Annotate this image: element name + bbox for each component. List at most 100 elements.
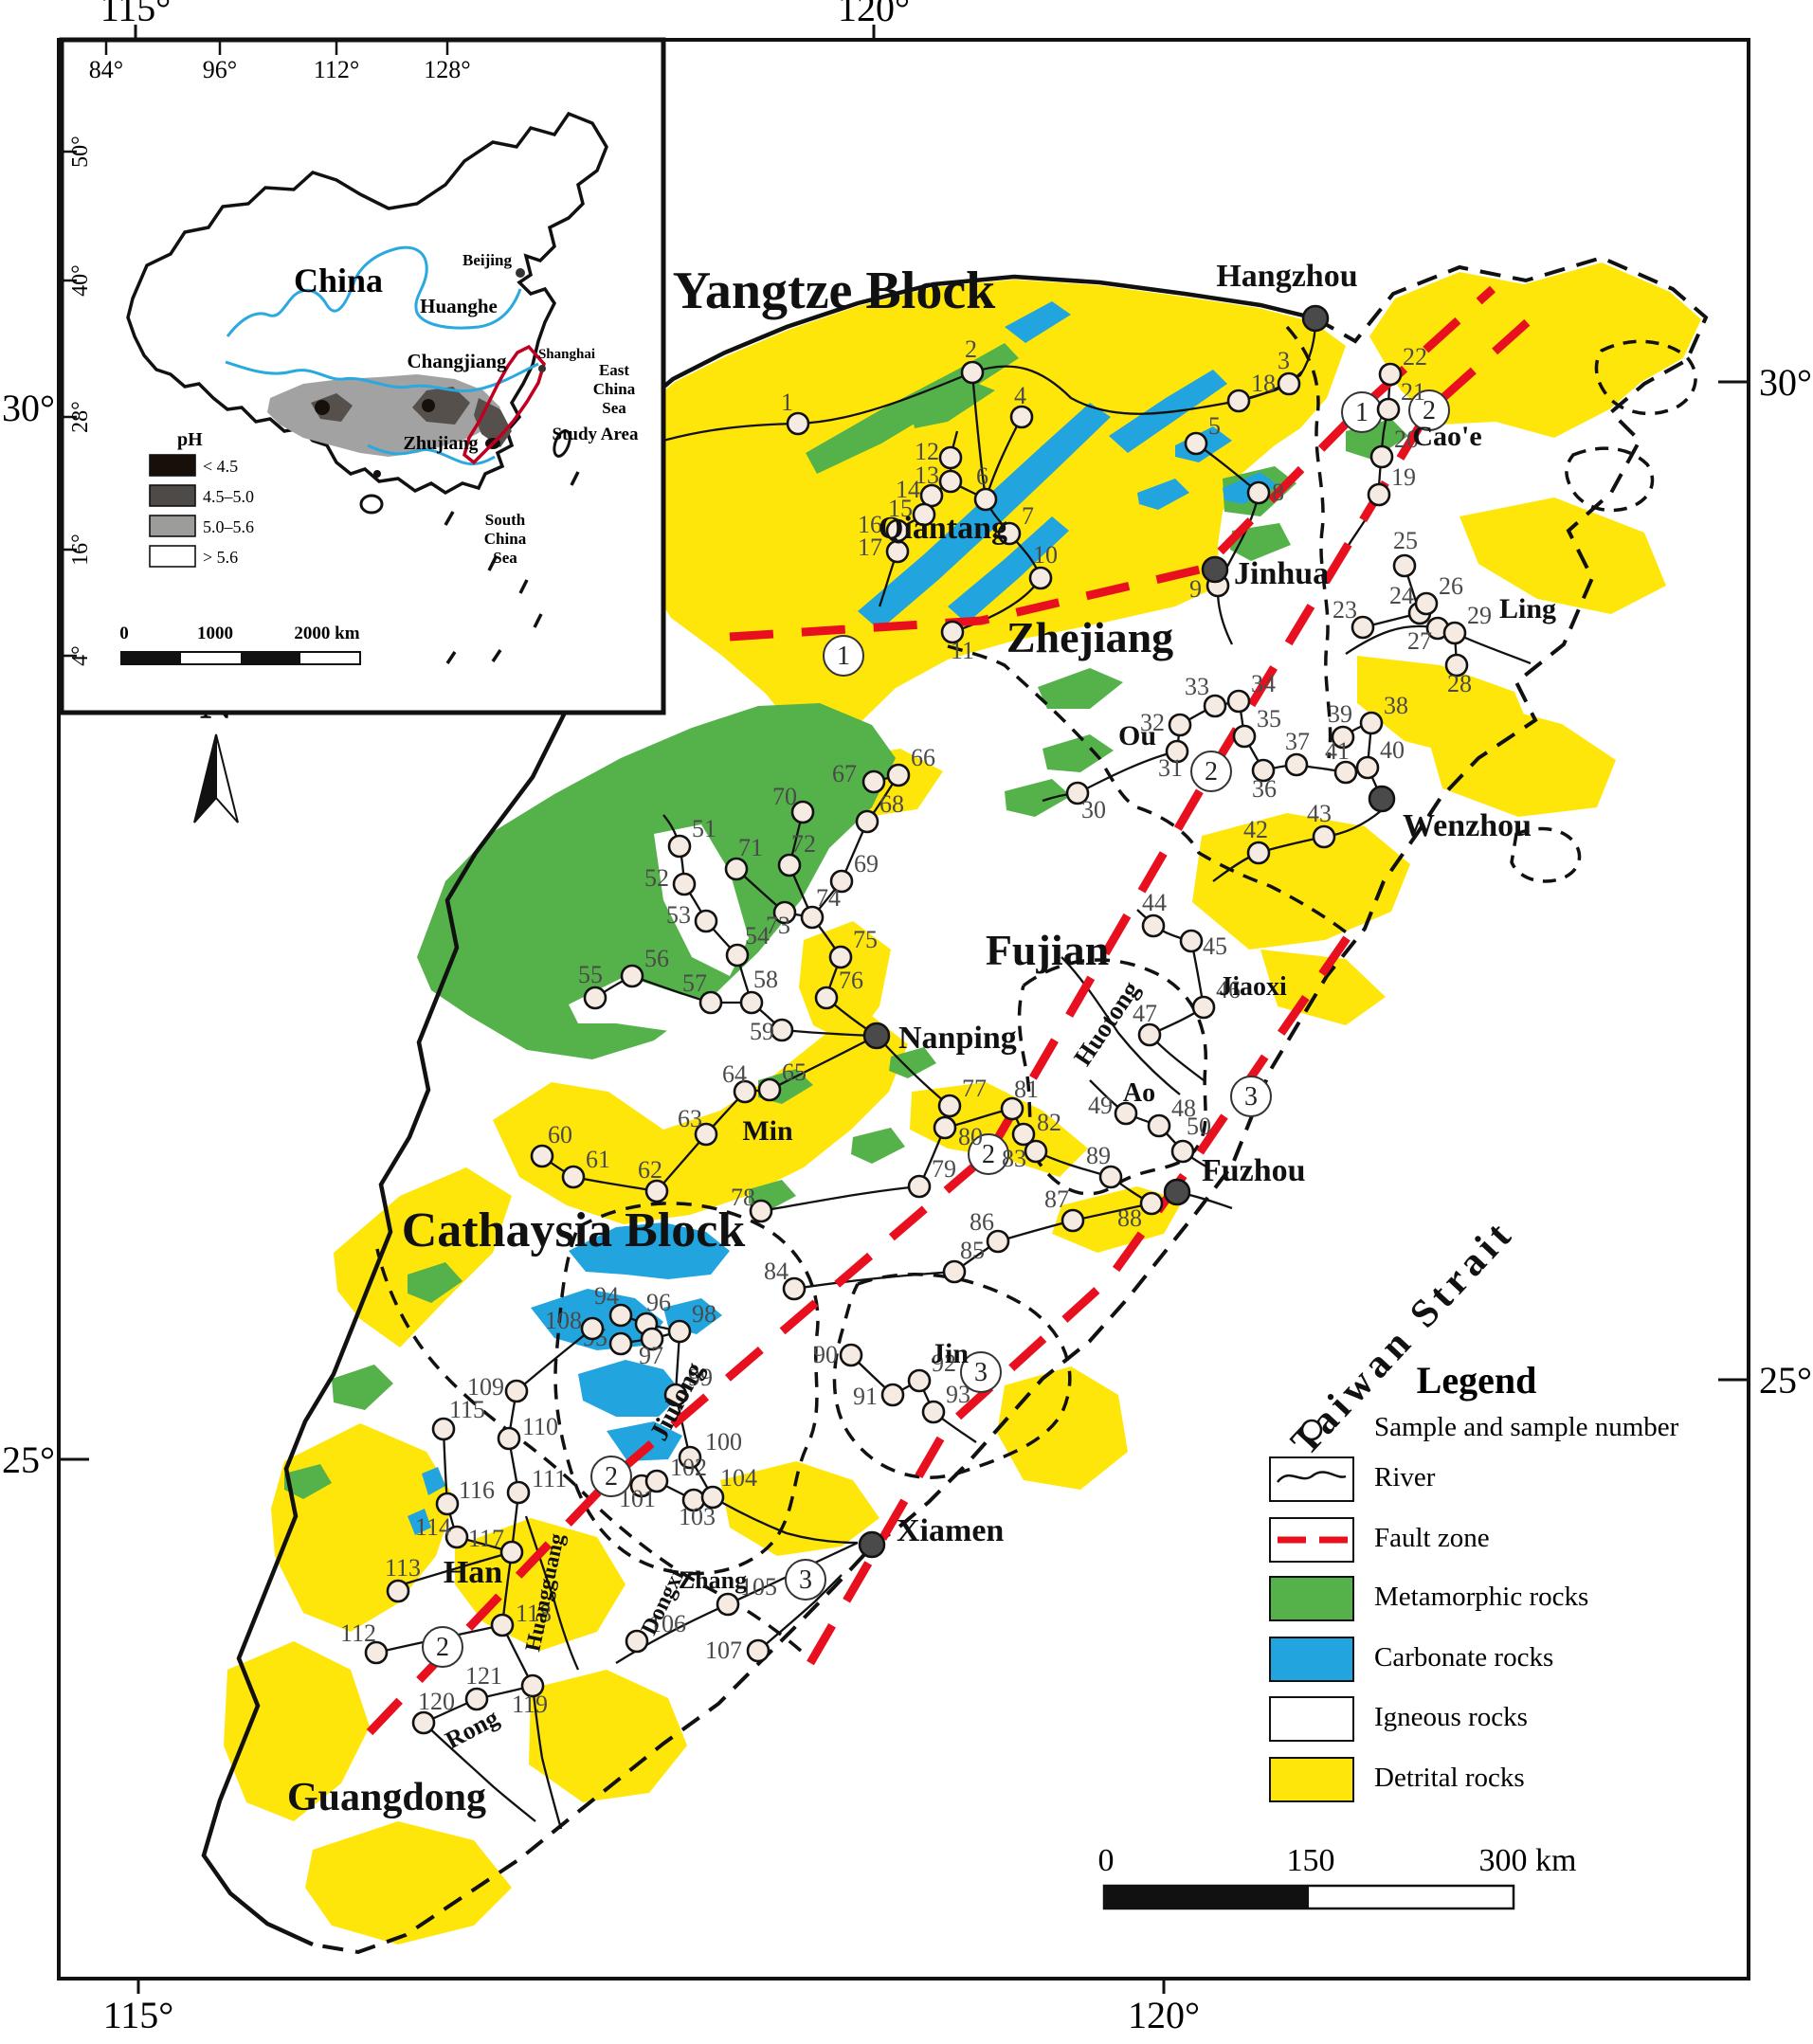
sample-point bbox=[919, 483, 944, 508]
sample-number: 46 bbox=[1216, 976, 1241, 1004]
sample-number: 90 bbox=[813, 1341, 838, 1368]
sample-number: 117 bbox=[468, 1525, 504, 1552]
inset-labels-group: 84° 96° 112° 128° 50° 40° 28° 16° 4° China Beijing… bbox=[68, 56, 639, 666]
basin-boundaries bbox=[375, 325, 1355, 1653]
ph-swatch bbox=[149, 515, 196, 537]
sample-point bbox=[1232, 724, 1257, 749]
legend-item-label: Metamorphic rocks bbox=[1374, 1582, 1588, 1612]
sample-number: 34 bbox=[1251, 670, 1276, 697]
sample-point bbox=[933, 1115, 957, 1140]
tick-label-top: 120° bbox=[838, 0, 910, 29]
inset-tick-label-left: 40° bbox=[68, 264, 93, 297]
sample-number: 55 bbox=[578, 961, 603, 988]
sample-point bbox=[667, 1319, 692, 1344]
sample-number: 12 bbox=[915, 438, 939, 465]
inset-place-label: Beijing bbox=[462, 251, 512, 269]
sample-number: 53 bbox=[666, 901, 691, 929]
city-label: Jinhua bbox=[1234, 556, 1329, 591]
sample-number: 62 bbox=[638, 1156, 662, 1184]
sample-number: 107 bbox=[705, 1637, 742, 1664]
ph-legend-title: pH bbox=[177, 429, 203, 450]
fault-zone-number: 2 bbox=[436, 1633, 449, 1662]
sample-point bbox=[880, 1383, 905, 1407]
river-label: Ao bbox=[1123, 1078, 1155, 1108]
scale-bar: 0 150 300 km bbox=[1098, 1843, 1576, 1910]
inset-sea-label: East bbox=[599, 361, 629, 379]
sample-number: 50 bbox=[1187, 1112, 1211, 1140]
sample-point bbox=[786, 411, 810, 436]
sample-number: 11 bbox=[951, 637, 974, 664]
inset-place-label: Zhujiang bbox=[404, 433, 479, 454]
north-needle-right bbox=[215, 733, 239, 823]
inset-sea-label: Sea bbox=[602, 399, 626, 417]
inset-scale-label: 2000 km bbox=[294, 624, 359, 643]
sample-point bbox=[986, 1229, 1010, 1254]
sample-number: 112 bbox=[340, 1619, 376, 1647]
river-label: Jin bbox=[931, 1338, 969, 1369]
sample-number: 47 bbox=[1133, 1000, 1157, 1027]
inset-tick-label-left: 16° bbox=[68, 534, 93, 566]
sample-point bbox=[1203, 694, 1227, 718]
tick-label-top: 115° bbox=[100, 0, 172, 29]
sample-number: 3 bbox=[1278, 347, 1290, 374]
sample-number: 20 bbox=[1394, 425, 1419, 453]
sample-number: 71 bbox=[738, 834, 763, 861]
tick-label-right: 30° bbox=[1759, 361, 1812, 404]
sample-point bbox=[770, 1018, 794, 1042]
sample-number: 38 bbox=[1384, 692, 1408, 719]
tick-label-right: 25° bbox=[1759, 1359, 1812, 1402]
sample-point bbox=[1141, 913, 1166, 938]
river-label: Ou bbox=[1118, 720, 1156, 751]
sample-point bbox=[790, 800, 815, 824]
fault-zone-marker bbox=[960, 1351, 1002, 1393]
sample-number: 102 bbox=[670, 1454, 707, 1481]
sample-number: 27 bbox=[1407, 627, 1432, 655]
fault-zone-marker bbox=[422, 1626, 463, 1668]
sample-point bbox=[940, 620, 965, 644]
sample-point bbox=[620, 964, 644, 988]
sample-number: 81 bbox=[1014, 1076, 1039, 1103]
city-label: Nanping bbox=[898, 1021, 1017, 1056]
sample-number: 66 bbox=[911, 744, 935, 771]
sample-point bbox=[725, 943, 750, 968]
sample-number: 97 bbox=[639, 1342, 663, 1369]
sample-number: 116 bbox=[459, 1476, 495, 1504]
sample-point bbox=[772, 900, 797, 925]
tick-label-bottom: 120° bbox=[1128, 1994, 1200, 2036]
sample-number: 2 bbox=[965, 335, 977, 363]
scale-bar-label: 0 bbox=[1098, 1843, 1115, 1878]
inset-tick-label-left: 4° bbox=[68, 645, 93, 666]
sample-number: 67 bbox=[832, 760, 857, 787]
sample-point bbox=[782, 1276, 807, 1301]
shanghai-dot bbox=[538, 365, 546, 372]
sample-number: 54 bbox=[745, 922, 770, 950]
sample-point bbox=[1179, 929, 1204, 953]
city-dot bbox=[1301, 304, 1330, 333]
sample-number: 89 bbox=[1086, 1142, 1111, 1169]
sample-point bbox=[1168, 713, 1192, 737]
fault-zone-marker bbox=[1230, 1076, 1272, 1117]
sample-point bbox=[504, 1379, 529, 1403]
offshore-islands bbox=[1510, 339, 1697, 883]
sample-number: 37 bbox=[1285, 728, 1310, 755]
sample-number: 18 bbox=[1251, 370, 1276, 397]
sample-number: 35 bbox=[1257, 705, 1281, 733]
inset-sea-label: Sea bbox=[493, 549, 517, 567]
sample-number: 45 bbox=[1203, 932, 1227, 960]
sample-number: 120 bbox=[418, 1688, 455, 1715]
legend-title: Legend bbox=[1417, 1359, 1537, 1402]
region-label: Guangdong bbox=[287, 1776, 486, 1819]
fault-zone-marker bbox=[1408, 389, 1450, 431]
river-label: Zhang bbox=[679, 1566, 747, 1594]
igneous-windows-in-green bbox=[569, 824, 768, 1042]
sample-point bbox=[885, 539, 910, 564]
inland-border bbox=[201, 274, 1316, 1947]
sample-number: 80 bbox=[958, 1123, 983, 1150]
carbonate-rocks-areas bbox=[408, 301, 1278, 1535]
sample-point bbox=[583, 986, 607, 1010]
coastline-dashed bbox=[312, 255, 1709, 1955]
sample-number: 25 bbox=[1393, 527, 1418, 554]
sample-number: 70 bbox=[772, 783, 797, 810]
fault-zone-number: 2 bbox=[605, 1462, 618, 1492]
